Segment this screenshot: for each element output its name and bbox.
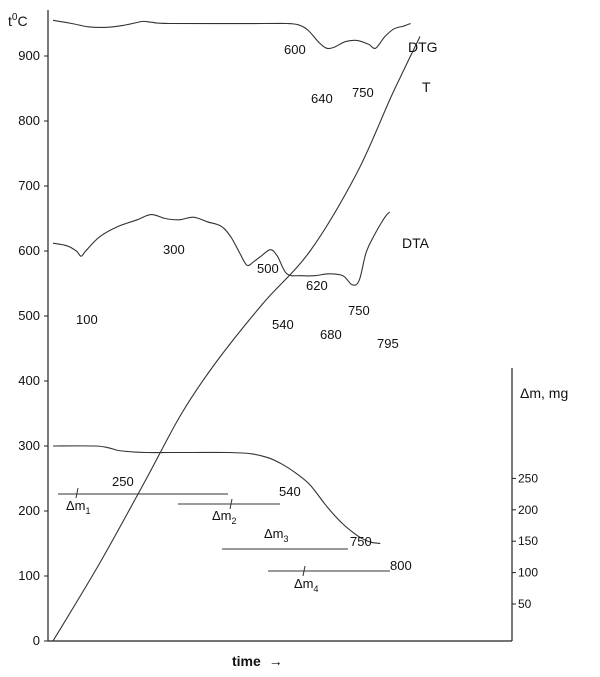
dta-annotation-300: 300 [163,242,185,257]
left-tick-label-200: 200 [18,503,40,518]
right-tick-label-250: 250 [518,471,538,485]
tg-annotation-800: 800 [390,558,412,573]
left-tick-label-700: 700 [18,178,40,193]
series-dta-line [52,211,391,286]
left-tick-label-400: 400 [18,373,40,388]
x-axis-title: time → [232,653,283,669]
left-tick-label-300: 300 [18,438,40,453]
series-dtg-label: DTG [408,39,438,55]
dta-annotation-100: 100 [76,312,98,327]
left-axis-title-sup: 0 [12,12,18,23]
dta-annotation-680: 680 [320,327,342,342]
x-axis-title-text: time [232,653,261,669]
dta-annotation-620: 620 [306,278,328,293]
mass-loss-marker-1 [75,487,79,499]
left-axis-title: t0C [8,12,28,29]
left-axis-title-unit: C [17,13,27,29]
mass-loss-label-4-base: Δm [294,576,314,591]
dtg-annotation-600: 600 [284,42,306,57]
right-axis-ticks: 50 100 150 200 250 [512,471,538,611]
left-axis-ticks: 0 100 200 300 400 500 600 700 800 900 [18,48,48,648]
tg-annotation-540: 540 [279,484,301,499]
right-tick-label-50: 50 [518,597,532,611]
right-axis-title: Δm, mg [520,385,568,401]
mass-loss-label-2: Δm2 [212,508,237,526]
x-axis-arrow: → [269,653,283,669]
mass-loss-label-3-sub: 3 [284,534,289,544]
series-dta-label: DTA [402,235,430,251]
mass-loss-label-1-base: Δm [66,498,86,513]
mass-loss-label-1-sub: 1 [86,506,91,516]
left-tick-label-500: 500 [18,308,40,323]
left-tick-label-100: 100 [18,568,40,583]
dta-annotation-540: 540 [272,317,294,332]
series-dtg-line [52,19,411,50]
mass-loss-label-2-base: Δm [212,508,232,523]
left-tick-label-0: 0 [33,633,40,648]
right-tick-label-100: 100 [518,566,538,580]
series-t-line [52,36,421,642]
right-tick-label-200: 200 [518,503,538,517]
dta-annotation-750: 750 [348,303,370,318]
dta-annotation-500: 500 [257,261,279,276]
mass-loss-label-3-base: Δm [264,526,284,541]
tg-annotation-750: 750 [350,534,372,549]
mass-loss-label-3: Δm3 [264,526,289,544]
tg-annotation-250: 250 [112,474,134,489]
dtg-annotation-640: 640 [311,91,333,106]
mass-loss-label-4-sub: 4 [314,584,319,594]
series-t-label: T [422,79,431,95]
mass-loss-marker-2 [229,498,233,510]
mass-loss-marker-4 [302,565,306,577]
left-tick-label-600: 600 [18,243,40,258]
left-tick-label-900: 900 [18,48,40,63]
mass-loss-label-2-sub: 2 [232,516,237,526]
series-tg-line [52,445,381,545]
dtg-annotation-750: 750 [352,85,374,100]
mass-loss-label-4: Δm4 [294,576,319,594]
dta-annotation-795: 795 [377,336,399,351]
right-tick-label-150: 150 [518,534,538,548]
mass-loss-label-1: Δm1 [66,498,91,516]
left-tick-label-800: 800 [18,113,40,128]
left-axis-title-base: t [8,13,12,29]
